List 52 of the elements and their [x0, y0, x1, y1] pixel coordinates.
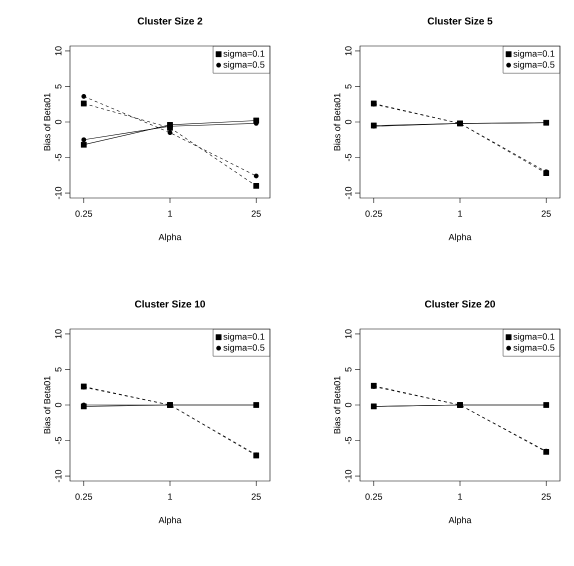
chart-title: Cluster Size 2 [138, 17, 202, 25]
x-tick-label: 25 [252, 210, 261, 217]
y-tick-label: -10 [345, 470, 352, 482]
x-tick-label: 1 [168, 210, 172, 217]
x-tick-label: 1 [168, 493, 172, 500]
y-tick-label: -5 [345, 154, 352, 162]
chart-title: Cluster Size 20 [424, 300, 496, 308]
y-tick-label: -10 [55, 186, 62, 200]
x-tick-label: 1 [458, 493, 462, 500]
legend-label: sigma=0.5 [513, 344, 554, 353]
y-axis-title: Bias of Beta01 [334, 93, 340, 150]
y-axis-title: Bias of Beta01 [44, 93, 50, 150]
y-tick-label: 0 [345, 402, 352, 408]
y-tick-label: 10 [55, 329, 62, 338]
y-tick-label: -5 [55, 154, 62, 162]
y-tick-label: 10 [55, 46, 62, 56]
y-tick-label: 0 [345, 120, 352, 124]
x-tick-label: 25 [542, 210, 551, 217]
x-tick-label: 1 [458, 210, 462, 217]
y-tick-label: -10 [345, 186, 352, 200]
x-axis-title: Alpha [448, 234, 472, 242]
y-tick-label: -5 [55, 436, 62, 444]
y-tick-label: 0 [55, 120, 62, 124]
legend-label: sigma=0.5 [223, 61, 264, 70]
x-tick-label: 0.25 [365, 210, 382, 217]
legend-label: sigma=0.5 [513, 61, 554, 70]
x-tick-label: 0.25 [75, 493, 92, 500]
x-tick-label: 0.25 [75, 210, 92, 217]
y-tick-label: 10 [345, 46, 352, 56]
y-tick-label: -5 [345, 436, 352, 444]
y-tick-label: 10 [345, 329, 352, 338]
y-tick-label: 5 [55, 367, 62, 372]
y-axis-title: Bias of Beta01 [334, 376, 340, 434]
y-tick-label: 5 [345, 367, 352, 372]
y-tick-label: -10 [55, 470, 62, 482]
legend-label: sigma=0.1 [513, 333, 554, 342]
y-tick-label: 5 [345, 84, 352, 89]
x-axis-title: Alpha [158, 234, 182, 242]
legend-label: sigma=0.1 [223, 50, 264, 59]
chart-title: Cluster Size 10 [134, 300, 206, 308]
chart-title: Cluster Size 5 [428, 17, 492, 25]
x-tick-label: 0.25 [365, 493, 382, 500]
legend-label: sigma=0.1 [513, 50, 554, 59]
y-axis-title: Bias of Beta01 [44, 376, 50, 434]
y-tick-label: 5 [55, 84, 62, 89]
x-axis-title: Alpha [158, 516, 182, 525]
legend-label: sigma=0.1 [223, 333, 264, 342]
x-tick-label: 25 [542, 493, 551, 500]
legend-label: sigma=0.5 [223, 344, 264, 353]
x-tick-label: 25 [252, 493, 261, 500]
y-tick-label: 0 [55, 402, 62, 408]
x-axis-title: Alpha [448, 516, 472, 525]
